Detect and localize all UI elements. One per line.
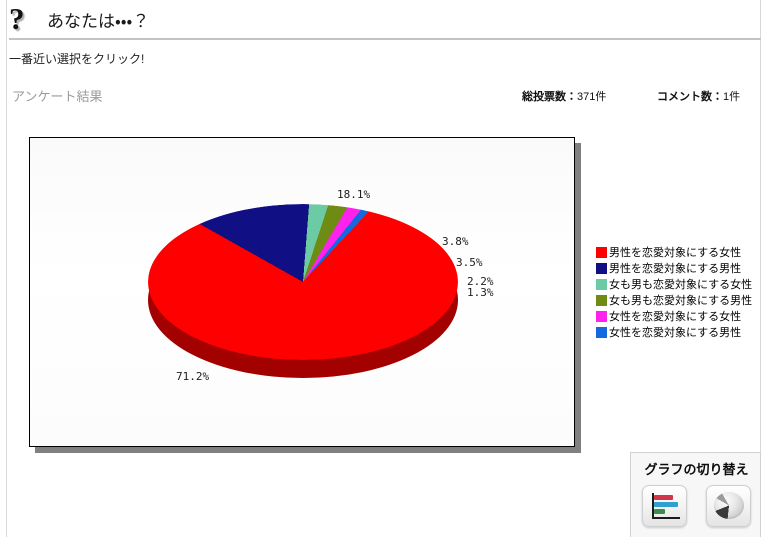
legend-item: 男性を恋愛対象にする女性 — [596, 245, 761, 260]
legend-item-label: 女も男も恋愛対象にする女性 — [609, 278, 753, 291]
legend-item-label: 女性を恋愛対象にする男性 — [609, 326, 742, 339]
legend-item: 女も男も恋愛対象にする男性 — [596, 293, 761, 308]
pie-label-18-1: 18.1% — [337, 188, 371, 201]
question-mark-icon: ? — [9, 1, 25, 36]
page-left-rule — [6, 0, 7, 537]
legend-color-swatch — [596, 311, 607, 322]
pie-chart-icon — [714, 492, 744, 519]
title-divider — [9, 38, 761, 40]
pie-top-face — [148, 204, 458, 360]
comment-count-stat: コメント数：1件 — [657, 88, 740, 104]
legend-item-label: 女も男も恋愛対象にする男性 — [609, 294, 753, 307]
legend-item-label: 男性を恋愛対象にする女性 — [609, 246, 742, 259]
instruction-text: 一番近い選択をクリック! — [9, 52, 145, 66]
pie-label-2-2: 2.2% — [467, 275, 494, 288]
total-votes-value: 371件 — [577, 91, 607, 103]
legend-item-label: 男性を恋愛対象にする男性 — [609, 262, 742, 275]
legend-item-label: 女性を恋愛対象にする女性 — [609, 310, 742, 323]
chart-plot-area: 18.1% 3.8% 3.5% 2.2% 1.3% 71.2% — [30, 138, 574, 446]
page-title: あなたは・・・？ — [47, 12, 150, 31]
graph-switch-panel: グラフの切り替え — [630, 452, 761, 537]
results-header: アンケート結果 総投票数：371件 コメント数：1件 — [9, 86, 759, 108]
legend-color-swatch — [596, 279, 607, 290]
legend-color-swatch — [596, 295, 607, 306]
pie-label-1-3: 1.3% — [467, 286, 494, 299]
chart-box: 18.1% 3.8% 3.5% 2.2% 1.3% 71.2% — [29, 137, 575, 447]
graph-switch-buttons — [631, 485, 762, 527]
total-votes-label: 総投票数： — [522, 91, 577, 103]
chart-legend: 男性を恋愛対象にする女性 男性を恋愛対象にする男性 女も男も恋愛対象にする女性 … — [596, 245, 761, 341]
graph-switch-title: グラフの切り替え — [644, 462, 749, 477]
legend-item: 女も男も恋愛対象にする女性 — [596, 277, 761, 292]
legend-item: 男性を恋愛対象にする男性 — [596, 261, 761, 276]
bar-chart-button[interactable] — [642, 485, 687, 527]
legend-color-swatch — [596, 263, 607, 274]
comment-count-value: 1件 — [723, 91, 741, 103]
comment-count-label: コメント数： — [657, 91, 723, 103]
pie-chart-button[interactable] — [706, 485, 751, 527]
legend-item: 女性を恋愛対象にする女性 — [596, 309, 761, 324]
legend-item: 女性を恋愛対象にする男性 — [596, 325, 761, 340]
results-label: アンケート結果 — [12, 89, 103, 104]
legend-color-swatch — [596, 327, 607, 338]
pie-label-3-5: 3.5% — [456, 256, 483, 269]
pie-chart — [148, 204, 458, 384]
legend-color-swatch — [596, 247, 607, 258]
pie-label-71-2: 71.2% — [176, 370, 210, 383]
pie-label-3-8: 3.8% — [442, 235, 469, 248]
page-right-rule — [760, 0, 761, 537]
total-votes-stat: 総投票数：371件 — [522, 88, 606, 104]
pie-slices — [148, 204, 458, 360]
title-bar: ? あなたは・・・？ — [9, 2, 759, 38]
